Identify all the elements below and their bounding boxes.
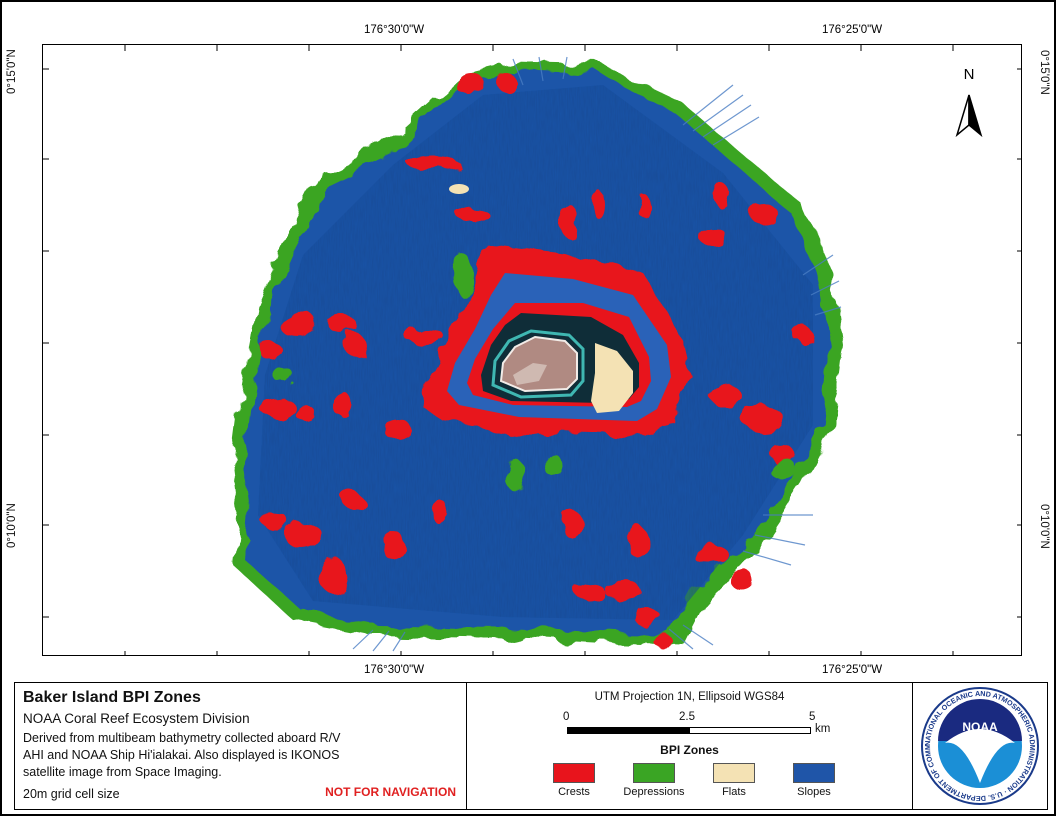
- north-arrow-left-half: [955, 94, 970, 138]
- scale-bar: [567, 727, 811, 734]
- noaa-logo-text: NOAA: [962, 720, 998, 734]
- survey-track-fringe: [352, 56, 842, 652]
- island-beach: [499, 335, 578, 393]
- noaa-logo: NATIONAL OCEANIC AND ATMOSPHERIC ADMINIS…: [910, 676, 1039, 805]
- north-arrow-right-half: [968, 94, 983, 138]
- scale-label-5: 5: [809, 711, 816, 723]
- legend-block: UTM Projection 1N, Ellipsoid WGS84 0 2.5…: [467, 683, 913, 809]
- bottom-longitude-label-1: 176°30'0"W: [364, 664, 425, 676]
- navigation-warning: NOT FOR NAVIGATION: [325, 785, 456, 799]
- crest-patches: [259, 72, 813, 647]
- scale-unit: km: [815, 723, 831, 735]
- projection-text: UTM Projection 1N, Ellipsoid WGS84: [594, 691, 785, 703]
- scale-label-2-5: 2.5: [679, 711, 695, 723]
- map-frame[interactable]: N: [42, 44, 1022, 656]
- info-panel: Baker Island BPI Zones NOAA Coral Reef E…: [14, 676, 1048, 810]
- noaa-logo-white-wave: [945, 729, 1015, 783]
- flats-patch-north: [449, 184, 469, 194]
- graticule-ticks: [43, 45, 1021, 655]
- map-subtitle: NOAA Coral Reef Ecosystem Division: [23, 711, 250, 726]
- legend-title: BPI Zones: [660, 743, 719, 757]
- north-arrow-label: N: [964, 66, 975, 83]
- right-latitude-label-2: 0°10'0"N: [1038, 503, 1050, 549]
- legend-label-flats: Flats: [722, 786, 746, 798]
- bathymetry-map[interactable]: N: [43, 45, 1022, 656]
- top-longitude-label-2: 176°25'0"W: [822, 24, 883, 36]
- logo-block: NATIONAL OCEANIC AND ATMOSPHERIC ADMINIS…: [910, 676, 1047, 809]
- legend-swatch-crests: [553, 763, 595, 783]
- title-block: Baker Island BPI Zones NOAA Coral Reef E…: [15, 683, 467, 809]
- scale-label-0: 0: [563, 711, 570, 723]
- legend-swatch-depressions: [633, 763, 675, 783]
- legend-swatch-flats: [713, 763, 755, 783]
- left-latitude-label-1: 0°15'0"N: [6, 49, 18, 95]
- bottom-longitude-label-2: 176°25'0"W: [822, 664, 883, 676]
- scale-bar-black-segment: [568, 728, 690, 733]
- left-latitude-label-2: 0°10'0"N: [6, 503, 18, 549]
- right-latitude-label-1: 0°15'0"N: [1038, 49, 1050, 95]
- north-arrow: [955, 94, 983, 138]
- map-description: Derived from multibeam bathymetry collec…: [23, 731, 341, 779]
- legend-swatch-slopes: [793, 763, 835, 783]
- legend-label-depressions: Depressions: [623, 786, 685, 798]
- island-highlight: [513, 363, 547, 385]
- legend-label-slopes: Slopes: [797, 786, 831, 798]
- flats-area: [591, 343, 633, 413]
- grid-size-note: 20m grid cell size: [23, 787, 120, 801]
- legend-label-crests: Crests: [558, 786, 590, 798]
- reef-margin: [491, 329, 585, 399]
- map-title: Baker Island BPI Zones: [23, 689, 201, 706]
- top-longitude-label-1: 176°30'0"W: [364, 24, 425, 36]
